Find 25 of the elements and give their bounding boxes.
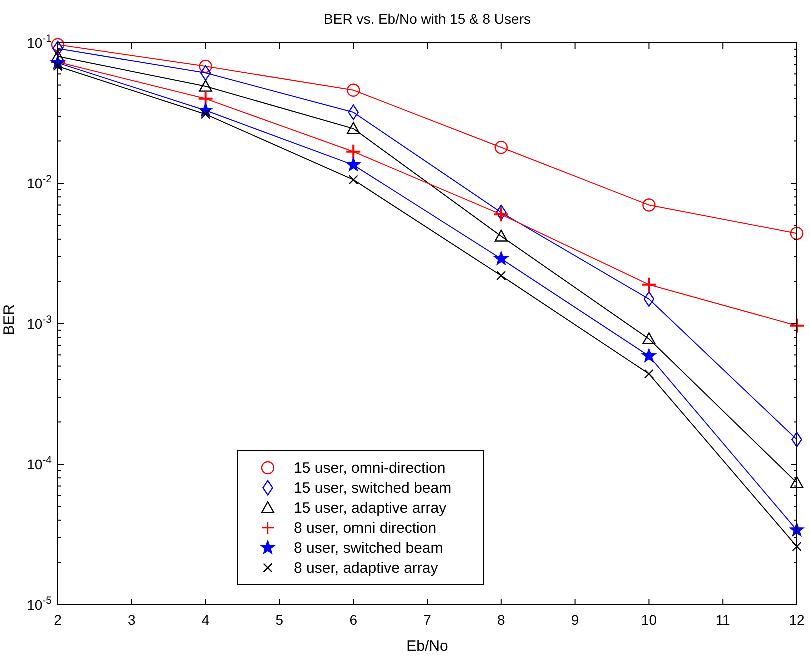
y-tick-label: 10$^{-2}$ xyxy=(27,174,52,192)
x-tick-label: 3 xyxy=(128,612,136,628)
x-tick-label: 7 xyxy=(424,612,432,628)
x-tick-label: 9 xyxy=(571,612,580,628)
legend-label: 15 user, omni-direction xyxy=(294,460,446,477)
legend-label: 8 user, adaptive array xyxy=(294,560,439,577)
y-axis-title: BER xyxy=(1,304,18,336)
chart-title: BER vs. Eb/No with 15 & 8 Users xyxy=(324,11,531,27)
y-tick-label: 10$^{-3}$ xyxy=(27,314,52,332)
legend-label: 8 user, switched beam xyxy=(294,540,444,557)
x-tick-label: 8 xyxy=(498,612,506,628)
x-tick-label: 5 xyxy=(276,612,284,628)
y-tick-label: 10$^{-4}$ xyxy=(27,454,52,472)
x-tick-label: 11 xyxy=(716,612,731,628)
x-tick-label: 4 xyxy=(202,612,210,628)
y-tick-label: 10$^{-1}$ xyxy=(27,33,52,51)
x-axis-title: Eb/No xyxy=(406,638,448,655)
y-tick-label: 10$^{-5}$ xyxy=(27,595,52,613)
x-tick-label: 2 xyxy=(54,612,62,628)
legend-label: 15 user, adaptive array xyxy=(294,500,448,517)
x-tick-label: 6 xyxy=(350,612,358,628)
x-tick-label: 12 xyxy=(789,612,805,628)
legend-label: 15 user, switched beam xyxy=(294,480,452,497)
x-tick-label: 10 xyxy=(641,612,658,628)
legend-label: 8 user, omni direction xyxy=(294,520,437,537)
